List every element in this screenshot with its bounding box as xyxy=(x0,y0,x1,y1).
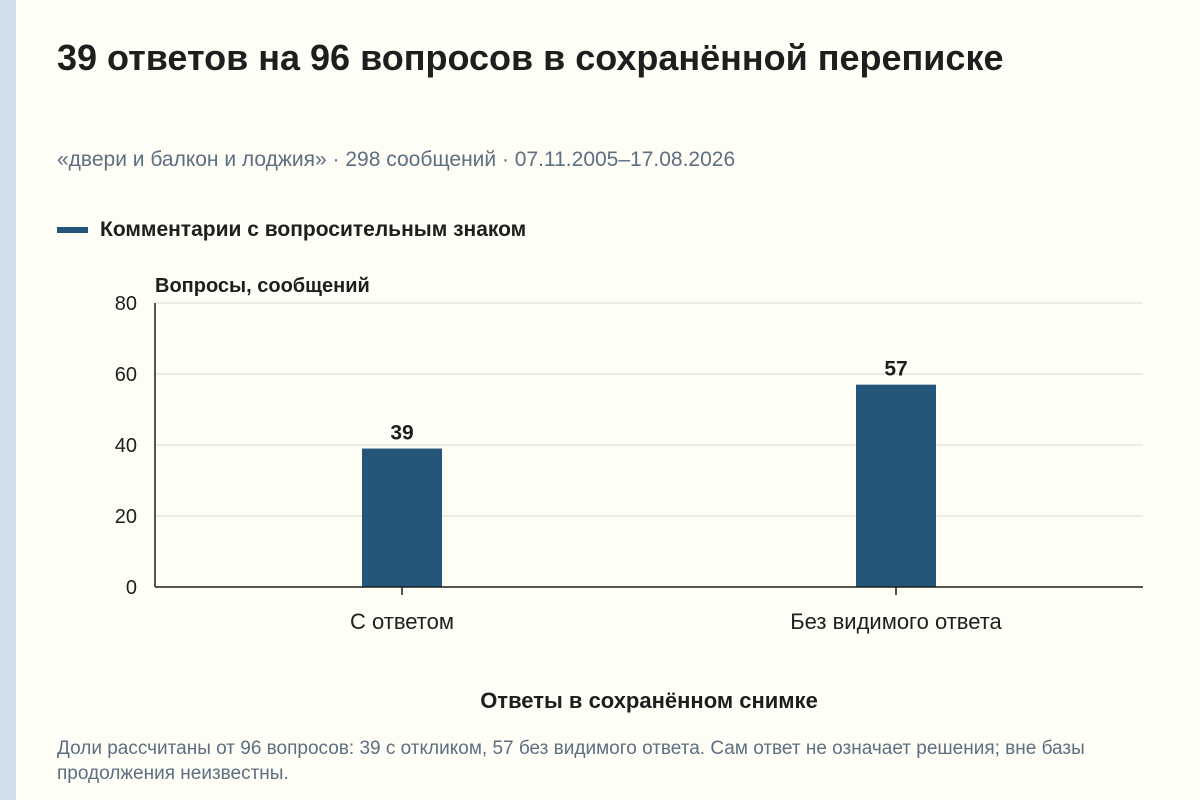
y-tick-label: 40 xyxy=(115,435,137,457)
left-accent-strip xyxy=(0,0,16,800)
bar xyxy=(856,384,936,587)
bars xyxy=(362,384,936,587)
y-axis-label: Вопросы, сообщений xyxy=(155,275,370,297)
bar xyxy=(362,448,442,587)
legend-label: Комментарии с вопросительным знаком xyxy=(100,218,527,241)
y-axis-ticks: 0 20 40 60 80 xyxy=(115,293,137,599)
y-tick-label: 20 xyxy=(115,506,137,528)
x-axis-label: Ответы в сохранённом снимке xyxy=(480,688,818,713)
legend-swatch xyxy=(57,227,88,233)
bar-value-label: 39 xyxy=(390,422,413,445)
y-tick-label: 0 xyxy=(126,577,137,599)
footnote: Доли рассчитаны от 96 вопросов: 39 с отк… xyxy=(57,738,1085,784)
x-axis-categories: С ответом Без видимого ответа xyxy=(350,587,1003,634)
legend: Комментарии с вопросительным знаком xyxy=(57,218,526,242)
bar-value-label: 57 xyxy=(884,358,907,381)
gridlines xyxy=(155,302,1143,517)
y-tick-label: 60 xyxy=(115,364,137,386)
x-category-label: Без видимого ответа xyxy=(790,609,1002,634)
x-category-label: С ответом xyxy=(350,609,454,634)
data-labels: 39 57 xyxy=(390,358,907,445)
chart-subtitle: «двери и балкон и лоджия» · 298 сообщени… xyxy=(57,148,736,171)
chart-title: 39 ответов на 96 вопросов в сохранённой … xyxy=(57,37,1004,78)
y-tick-label: 80 xyxy=(115,293,137,315)
